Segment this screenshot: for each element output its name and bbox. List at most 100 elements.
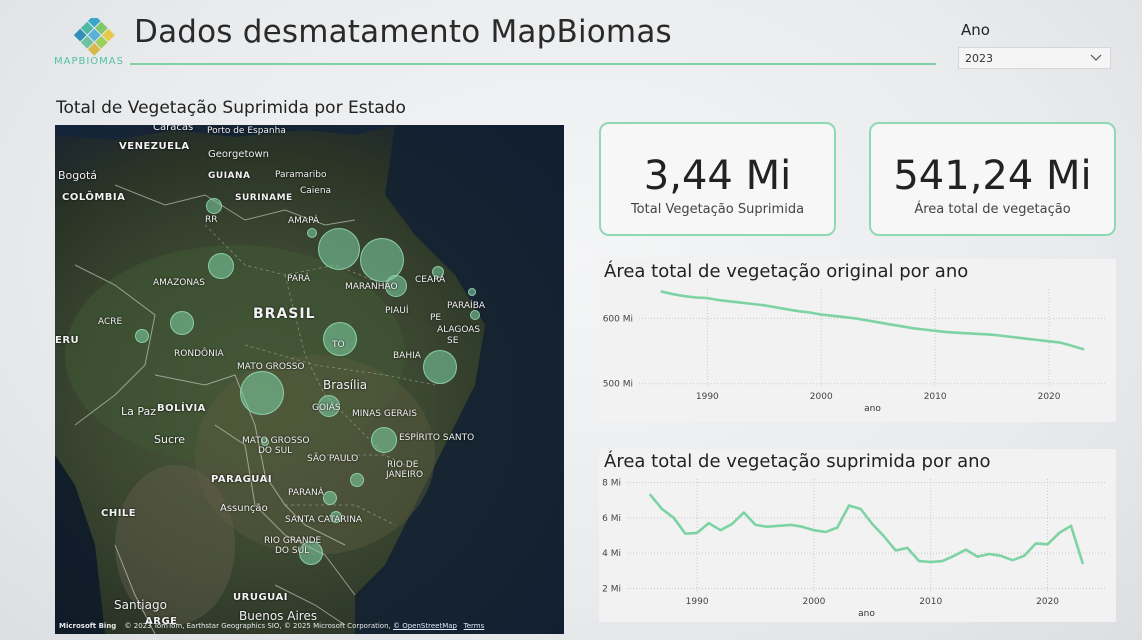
map-label: Paramaribo — [275, 170, 327, 180]
map-label: CEARÁ — [415, 275, 446, 285]
series-line — [660, 290, 1085, 351]
map-label: Caracas — [153, 125, 194, 133]
map-label: MARANHÃO — [345, 282, 398, 292]
map-label: Porto de Espanha — [207, 126, 286, 136]
map-label: URUGUAI — [233, 592, 288, 603]
map-label: TO — [332, 340, 345, 350]
map-visual[interactable]: Caracas Porto de Espanha VENEZUELA Georg… — [55, 125, 564, 634]
osm-link[interactable]: © OpenStreetMap — [393, 622, 457, 630]
mapbiomas-logo — [54, 16, 130, 70]
kpi-card-area-total[interactable]: 541,24 Mi Área total de vegetação — [869, 122, 1116, 236]
year-filter-label: Ano — [961, 21, 990, 39]
map-label: ALAGOAS — [437, 325, 481, 335]
map-label: Brasília — [323, 378, 368, 392]
state-bubble[interactable] — [208, 253, 234, 279]
map-label: Bogotá — [58, 169, 98, 182]
chart-title: Área total de vegetação suprimida por an… — [604, 451, 991, 472]
state-bubble[interactable] — [240, 371, 284, 415]
map-label: VENEZUELA — [119, 141, 190, 152]
x-tick-label: 2020 — [1038, 392, 1061, 402]
x-tick-label: 2000 — [802, 597, 825, 607]
line-chart: 2 Mi 4 Mi 6 Mi 8 Mi 1990 2000 2010 2020 ano — [602, 479, 1106, 619]
map-label: BOLÍVIA — [157, 403, 206, 414]
y-tick-label: 4 Mi — [602, 549, 621, 559]
map-label-country: BRASIL — [253, 306, 316, 322]
map-label: RIO GRANDE — [264, 536, 322, 546]
map-label: DO SUL — [258, 446, 293, 456]
map-label: Buenos Aires — [239, 609, 318, 623]
map-label: Santiago — [114, 598, 167, 612]
map-label: La Paz — [121, 405, 157, 418]
map-label: SÃO PAULO — [307, 454, 359, 464]
kpi-label: Área total de vegetação — [914, 202, 1071, 217]
map-label: RR — [205, 215, 218, 225]
bing-logo: Microsoft Bing — [59, 622, 117, 630]
state-bubble[interactable] — [385, 275, 407, 297]
kpi-label: Total Vegetação Suprimida — [630, 202, 805, 217]
map-label: ACRE — [98, 317, 123, 327]
state-bubble[interactable] — [323, 322, 357, 356]
year-filter-dropdown[interactable]: 2023 — [958, 47, 1111, 69]
x-tick-label: 2010 — [924, 392, 947, 402]
map-label: ARGE — [145, 616, 178, 627]
map-label: GOIÁS — [312, 403, 341, 413]
state-bubble[interactable] — [299, 541, 323, 565]
map-label: ESPÍRITO SANTO — [399, 433, 475, 443]
state-bubble[interactable] — [423, 350, 457, 384]
map-label: JANEIRO — [386, 470, 424, 480]
state-bubble[interactable] — [468, 288, 476, 296]
map-label: PARANÁ — [288, 488, 324, 498]
state-bubble[interactable] — [170, 311, 194, 335]
x-tick-label: 2020 — [1036, 597, 1059, 607]
map-label: ERU — [55, 335, 80, 346]
state-bubble[interactable] — [371, 427, 397, 453]
map-attribution: Microsoft Bing © 2023 TomTom, Earthstar … — [59, 622, 484, 630]
state-bubble[interactable] — [307, 228, 317, 238]
series-line — [649, 493, 1084, 565]
chevron-down-icon — [1090, 54, 1102, 61]
map-label: AMAPÁ — [288, 216, 320, 226]
map-label: CHILE — [101, 508, 137, 519]
map-label: DO SUL — [275, 546, 310, 556]
x-tick-label: 2010 — [919, 597, 942, 607]
map-label: SE — [447, 336, 459, 346]
map-label: BAHIA — [393, 351, 421, 361]
state-bubble[interactable] — [206, 198, 222, 214]
kpi-card-suprimida[interactable]: 3,44 Mi Total Vegetação Suprimida — [599, 122, 836, 236]
map-label: PIAUÍ — [385, 306, 409, 316]
state-bubble[interactable] — [330, 511, 342, 523]
map-label: PARAGUAI — [211, 474, 273, 485]
map-label: AMAZONAS — [153, 278, 205, 288]
state-bubble[interactable] — [432, 266, 444, 278]
map-label: RIO DE — [387, 460, 419, 470]
kpi-value: 541,24 Mi — [893, 153, 1092, 199]
x-axis-title: ano — [858, 609, 875, 619]
x-tick-label: 1990 — [686, 597, 709, 607]
y-tick-label: 8 Mi — [602, 479, 621, 489]
map-title: Total de Vegetação Suprimida por Estado — [56, 98, 406, 118]
map-label: SANTA CATARINA — [285, 515, 363, 525]
map-label: Sucre — [154, 433, 186, 446]
map-label: PE — [430, 313, 442, 323]
page-title: Dados desmatamento MapBiomas — [134, 14, 672, 50]
chart-vegetacao-original[interactable]: Área total de vegetação original por ano… — [599, 259, 1116, 422]
map-label: MATO GROSSO — [242, 436, 310, 446]
map-label: MATO GROSSO — [237, 362, 305, 372]
map-label: Caiena — [300, 186, 332, 196]
state-bubble[interactable] — [470, 310, 480, 320]
state-bubble[interactable] — [318, 395, 340, 417]
chart-vegetacao-suprimida[interactable]: Área total de vegetação suprimida por an… — [599, 449, 1116, 622]
state-bubble[interactable] — [135, 329, 149, 343]
chart-title: Área total de vegetação original por ano — [604, 261, 969, 282]
map-label: GUIANA — [208, 171, 251, 181]
y-tick-label: 2 Mi — [602, 584, 621, 594]
kpi-value: 3,44 Mi — [643, 153, 792, 199]
state-bubble[interactable] — [318, 228, 360, 270]
state-bubble[interactable] — [360, 238, 404, 282]
x-tick-label: 2000 — [810, 392, 833, 402]
state-bubble[interactable] — [323, 491, 337, 505]
x-tick-label: 1990 — [696, 392, 719, 402]
state-bubble[interactable] — [350, 473, 364, 487]
state-bubble[interactable] — [261, 438, 269, 446]
terms-link[interactable]: Terms — [463, 622, 485, 630]
